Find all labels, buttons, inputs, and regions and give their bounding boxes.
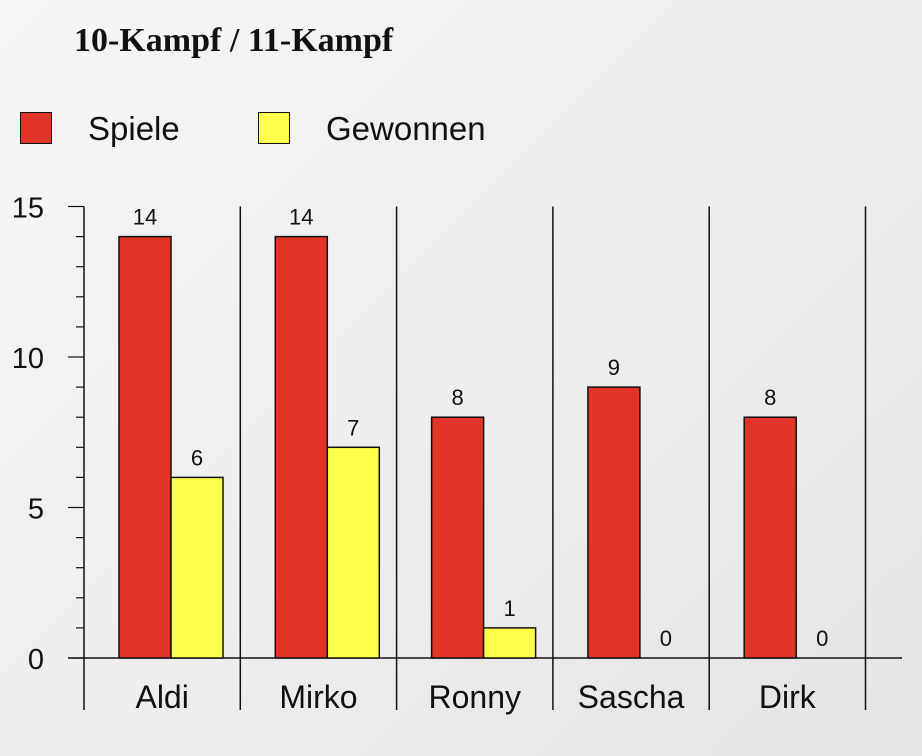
data-label-gewonnen-sascha: 0: [660, 626, 672, 651]
chart-title: 10-Kampf / 11-Kampf: [74, 22, 394, 59]
x-tick-label: Sascha: [578, 679, 685, 715]
x-tick-label: Ronny: [429, 679, 522, 715]
data-label-gewonnen-aldi: 6: [191, 445, 203, 470]
legend-swatch-spiele: [20, 112, 52, 144]
x-tick-label: Aldi: [135, 679, 188, 715]
data-label-gewonnen-ronny: 1: [503, 596, 515, 621]
y-tick-label: 15: [12, 193, 44, 225]
data-label-spiele-dirk: 8: [764, 385, 776, 410]
bar-gewonnen-ronny: [482, 627, 537, 659]
bar-gewonnen-aldi: [170, 476, 224, 659]
data-label-gewonnen-dirk: 0: [816, 626, 828, 651]
y-tick-label: 5: [28, 494, 44, 526]
data-label-spiele-sascha: 9: [608, 355, 620, 380]
data-label-spiele-ronny: 8: [451, 385, 463, 410]
bar-gewonnen-mirko: [326, 446, 381, 659]
legend-swatch-gewonnen: [258, 112, 290, 144]
x-tick-label: Mirko: [279, 679, 357, 715]
bar-spiele-sascha: [587, 386, 641, 659]
bar-spiele-ronny: [430, 416, 485, 659]
bar-spiele-mirko: [274, 235, 329, 659]
data-label-gewonnen-mirko: 7: [347, 415, 359, 440]
x-tick-label: Dirk: [759, 679, 817, 715]
legend-label-spiele: Spiele: [88, 110, 180, 147]
bar-spiele-aldi: [118, 235, 172, 659]
bar-spiele-dirk: [743, 416, 797, 659]
data-label-spiele-mirko: 14: [289, 205, 313, 230]
legend-label-gewonnen: Gewonnen: [326, 110, 486, 147]
y-tick-label: 0: [28, 644, 44, 676]
data-label-spiele-aldi: 14: [133, 205, 157, 230]
y-tick-label: 10: [12, 343, 44, 375]
